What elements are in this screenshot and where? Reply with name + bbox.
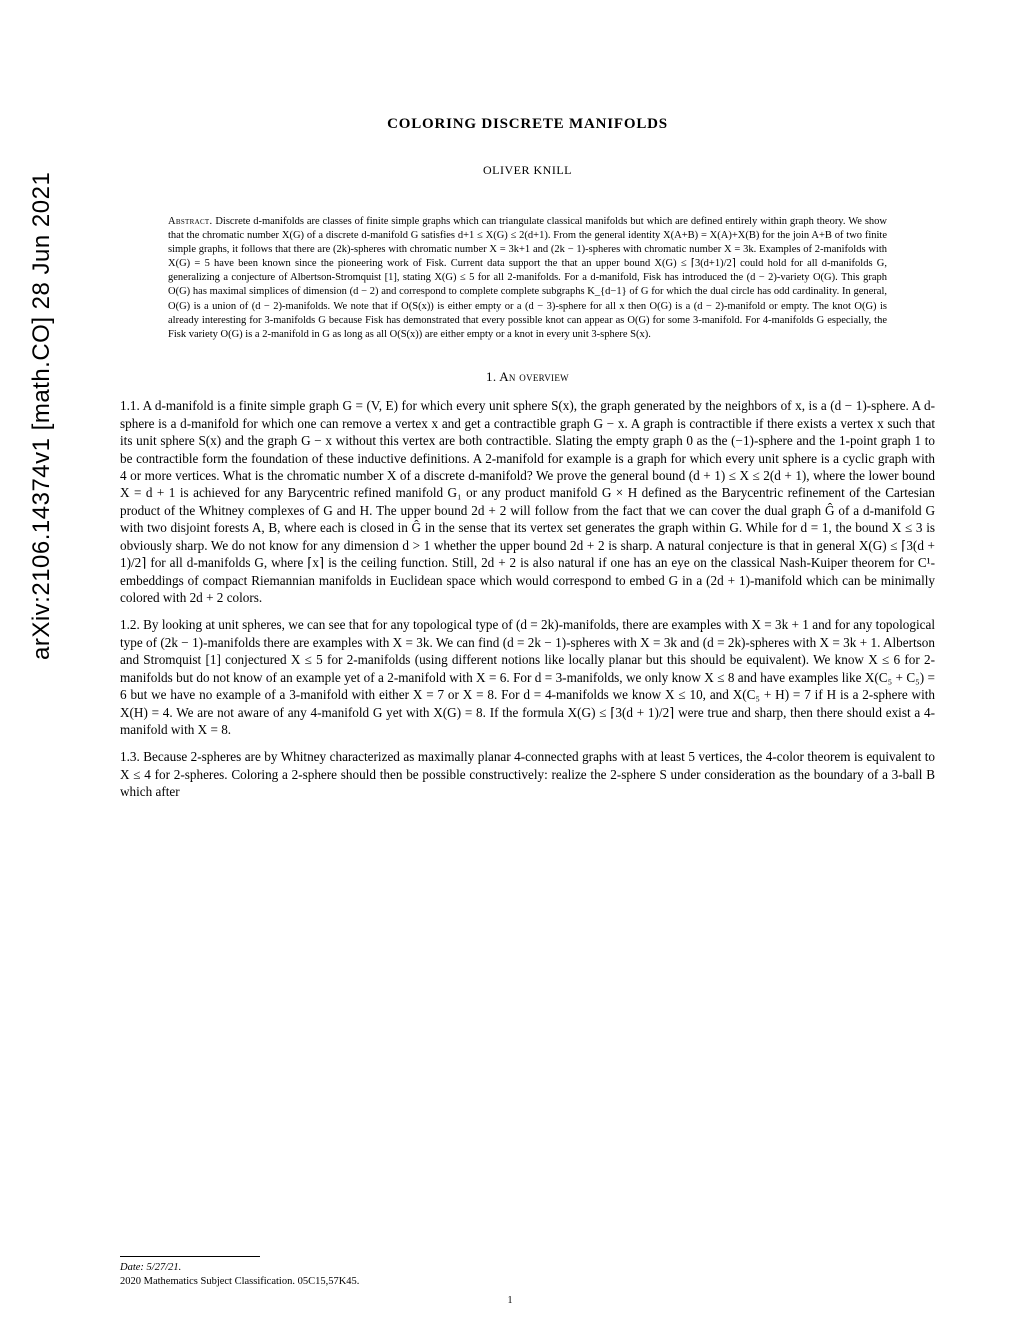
- paragraph-1-3: 1.3. Because 2-spheres are by Whitney ch…: [120, 748, 935, 800]
- footer-rule: [120, 1256, 260, 1257]
- abstract-text: Discrete d-manifolds are classes of fini…: [168, 216, 887, 340]
- page-number: 1: [0, 1295, 1020, 1306]
- footer-date-label: Date: [120, 1262, 140, 1273]
- footer: Date: 5/27/21. 2020 Mathematics Subject …: [120, 1256, 935, 1290]
- footer-msc-label: 2020 Mathematics Subject Classification.: [120, 1276, 295, 1287]
- paper-author: OLIVER KNILL: [120, 163, 935, 179]
- paragraph-1-2: 1.2. By looking at unit spheres, we can …: [120, 616, 935, 738]
- section-heading: 1. An overview: [120, 368, 935, 385]
- footer-date-value: : 5/27/21.: [140, 1262, 181, 1273]
- abstract-label: Abstract.: [168, 216, 212, 227]
- footer-msc-value: 05C15,57K45.: [298, 1276, 360, 1287]
- paragraph-1-1: 1.1. A d-manifold is a finite simple gra…: [120, 397, 935, 606]
- arxiv-identifier: arXiv:2106.14374v1 [math.CO] 28 Jun 2021: [28, 172, 56, 660]
- paper-title: COLORING DISCRETE MANIFOLDS: [120, 115, 935, 135]
- footer-date: Date: 5/27/21.: [120, 1261, 935, 1276]
- paper-content: COLORING DISCRETE MANIFOLDS OLIVER KNILL…: [0, 0, 1020, 841]
- abstract-block: Abstract. Discrete d-manifolds are class…: [168, 215, 887, 343]
- footer-msc: 2020 Mathematics Subject Classification.…: [120, 1275, 935, 1290]
